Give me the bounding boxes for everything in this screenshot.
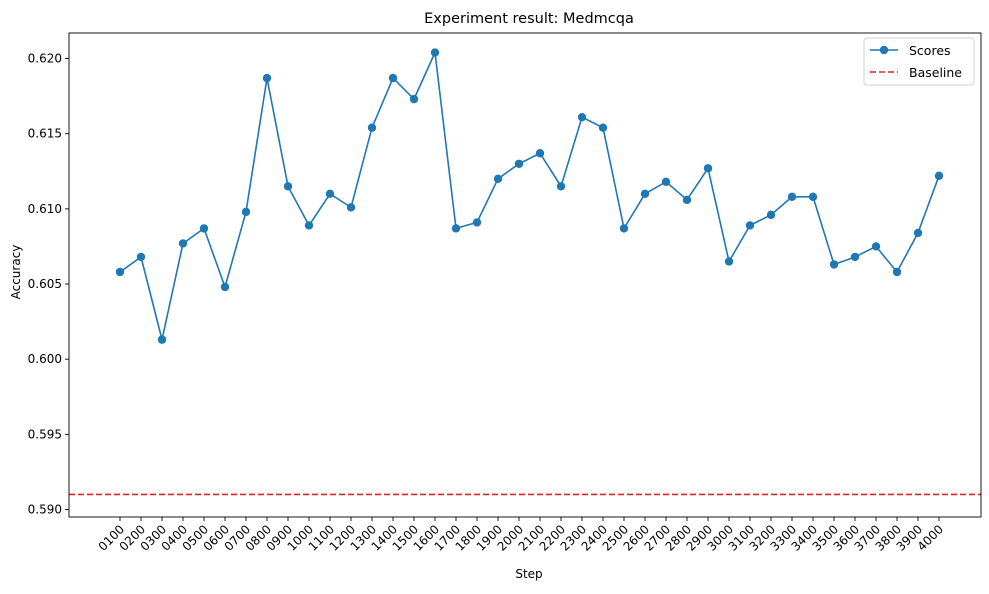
y-tick-label: 0.605 bbox=[28, 277, 62, 291]
data-point bbox=[535, 149, 545, 158]
data-point bbox=[661, 177, 671, 187]
data-point bbox=[115, 267, 125, 277]
data-point bbox=[766, 210, 776, 220]
data-point bbox=[598, 123, 608, 132]
chart-title: Experiment result: Medmcqa bbox=[424, 11, 634, 27]
y-tick-label: 0.615 bbox=[28, 127, 62, 141]
data-point bbox=[913, 228, 923, 238]
data-point bbox=[703, 164, 713, 173]
data-point bbox=[199, 224, 209, 233]
data-point bbox=[577, 112, 587, 122]
y-axis-label: Accuracy bbox=[9, 245, 23, 300]
data-point bbox=[892, 267, 902, 277]
legend-label-scores: Scores bbox=[909, 43, 951, 58]
y-tick-label: 0.620 bbox=[28, 52, 62, 66]
data-point bbox=[178, 239, 188, 248]
legend-label-baseline: Baseline bbox=[909, 65, 962, 80]
data-point bbox=[724, 257, 734, 266]
data-point bbox=[430, 48, 440, 57]
y-tick-label: 0.610 bbox=[28, 202, 62, 216]
data-point bbox=[514, 159, 524, 168]
data-point bbox=[682, 195, 692, 205]
y-tick-label: 0.590 bbox=[28, 502, 62, 516]
data-point bbox=[871, 242, 881, 251]
data-point bbox=[388, 73, 398, 83]
data-point bbox=[934, 171, 944, 180]
data-point bbox=[493, 174, 503, 184]
legend: Scores Baseline bbox=[863, 37, 975, 86]
data-point bbox=[829, 260, 839, 269]
data-point bbox=[157, 335, 167, 344]
axes-frame bbox=[68, 32, 982, 518]
data-point bbox=[304, 221, 314, 230]
data-point bbox=[472, 218, 482, 227]
x-axis-label: Step bbox=[515, 567, 542, 581]
data-point bbox=[283, 182, 293, 191]
data-point bbox=[136, 252, 146, 262]
data-point bbox=[262, 73, 272, 83]
data-point bbox=[451, 224, 461, 233]
data-point bbox=[241, 207, 251, 217]
data-point bbox=[325, 189, 335, 199]
data-point bbox=[619, 224, 629, 233]
series-line-0 bbox=[119, 49, 940, 340]
y-tick-label: 0.600 bbox=[28, 352, 62, 366]
data-point bbox=[556, 182, 566, 191]
data-point bbox=[640, 189, 650, 199]
data-point bbox=[850, 252, 860, 262]
data-point bbox=[787, 192, 797, 202]
data-point bbox=[409, 94, 419, 104]
legend-scores-marker bbox=[879, 45, 889, 55]
data-point bbox=[220, 282, 230, 292]
y-tick-label: 0.595 bbox=[28, 427, 62, 441]
data-point bbox=[808, 192, 818, 202]
data-point bbox=[346, 203, 356, 212]
data-point bbox=[745, 221, 755, 230]
data-point bbox=[367, 123, 377, 132]
